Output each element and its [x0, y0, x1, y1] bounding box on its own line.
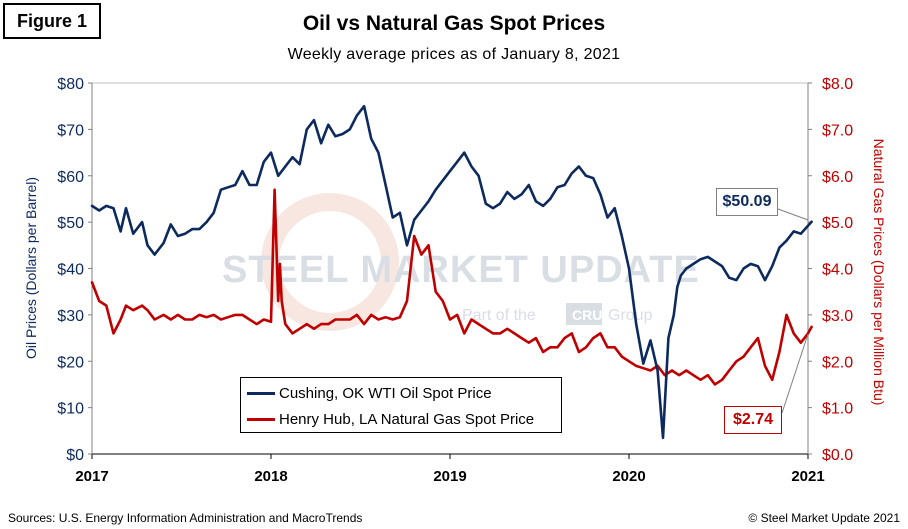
y-right-tick-label: $0.0 — [822, 447, 853, 464]
y-right-tick-label: $5.0 — [822, 215, 853, 232]
legend-swatch-oil — [247, 391, 275, 395]
watermark-badge — [566, 303, 602, 325]
series-line-oil — [90, 104, 813, 440]
y-right-tick-label: $3.0 — [822, 308, 853, 325]
callout-gas-last: $2.74 — [724, 406, 782, 434]
source-note: Sources: U.S. Energy Information Adminis… — [8, 511, 363, 525]
y-left-tick-label: $40 — [57, 262, 84, 279]
legend-item-gas: Henry Hub, LA Natural Gas Spot Price — [247, 408, 534, 430]
callout-leader-oil — [777, 208, 809, 221]
legend-label-gas: Henry Hub, LA Natural Gas Spot Price — [279, 410, 535, 428]
y-right-tick-label: $6.0 — [822, 169, 853, 186]
y-axis-left-label: Oil Prices (Dollars per Barrel) — [23, 177, 39, 359]
x-tick-label: 2021 — [791, 468, 824, 485]
y-left-tick-label: $80 — [57, 76, 84, 93]
callout-leader-gas — [781, 333, 809, 414]
axis-ticks: 2017 2018 2019 2020 2021 $0 $10 $20 $30 $40 $50 $60… — [57, 76, 853, 485]
legend-item-oil: Cushing, OK WTI Oil Spot Price — [247, 382, 492, 404]
y-right-tick-label: $7.0 — [822, 122, 853, 139]
legend: Cushing, OK WTI Oil Spot Price Henry Hub… — [240, 377, 562, 433]
x-tick-label: 2017 — [75, 468, 108, 485]
y-axis-right-label: Natural Gas Prices (Dollars per Million … — [871, 139, 887, 406]
x-tick-label: 2018 — [254, 468, 287, 485]
y-right-tick-label: $1.0 — [822, 401, 853, 418]
y-right-tick-label: $2.0 — [822, 354, 853, 371]
callout-oil-last: $50.09 — [716, 188, 778, 216]
y-left-tick-label: $20 — [57, 354, 84, 371]
y-right-tick-label: $4.0 — [822, 262, 853, 279]
y-left-tick-label: $0 — [66, 447, 84, 464]
y-left-tick-label: $30 — [57, 308, 84, 325]
series-group — [90, 104, 813, 440]
watermark-tagline-badge: CRU — [572, 307, 602, 323]
chart-title: Oil vs Natural Gas Spot Prices — [302, 12, 606, 35]
y-right-tick-label: $8.0 — [822, 76, 853, 93]
watermark-tagline-prefix: Part of the — [462, 307, 536, 324]
series-line-gas — [90, 188, 813, 386]
x-tick-label: 2020 — [612, 468, 645, 485]
figure-label: Figure 1 — [3, 3, 101, 39]
watermark-tagline-suffix: Group — [608, 307, 653, 324]
y-left-tick-label: $10 — [57, 401, 84, 418]
legend-swatch-gas — [247, 417, 275, 421]
y-left-tick-label: $70 — [57, 122, 84, 139]
y-left-tick-label: $60 — [57, 169, 84, 186]
legend-label-oil: Cushing, OK WTI Oil Spot Price — [279, 384, 492, 402]
x-tick-label: 2019 — [433, 468, 466, 485]
y-left-tick-label: $50 — [57, 215, 84, 232]
watermark: STEEL MARKET UPDATE Part of the CRU Grou… — [222, 193, 700, 331]
watermark-brand: STEEL MARKET UPDATE — [222, 249, 700, 291]
chart-subtitle: Weekly average prices as of January 8, 2… — [287, 46, 621, 63]
copyright-note: © Steel Market Update 2021 — [748, 511, 900, 525]
